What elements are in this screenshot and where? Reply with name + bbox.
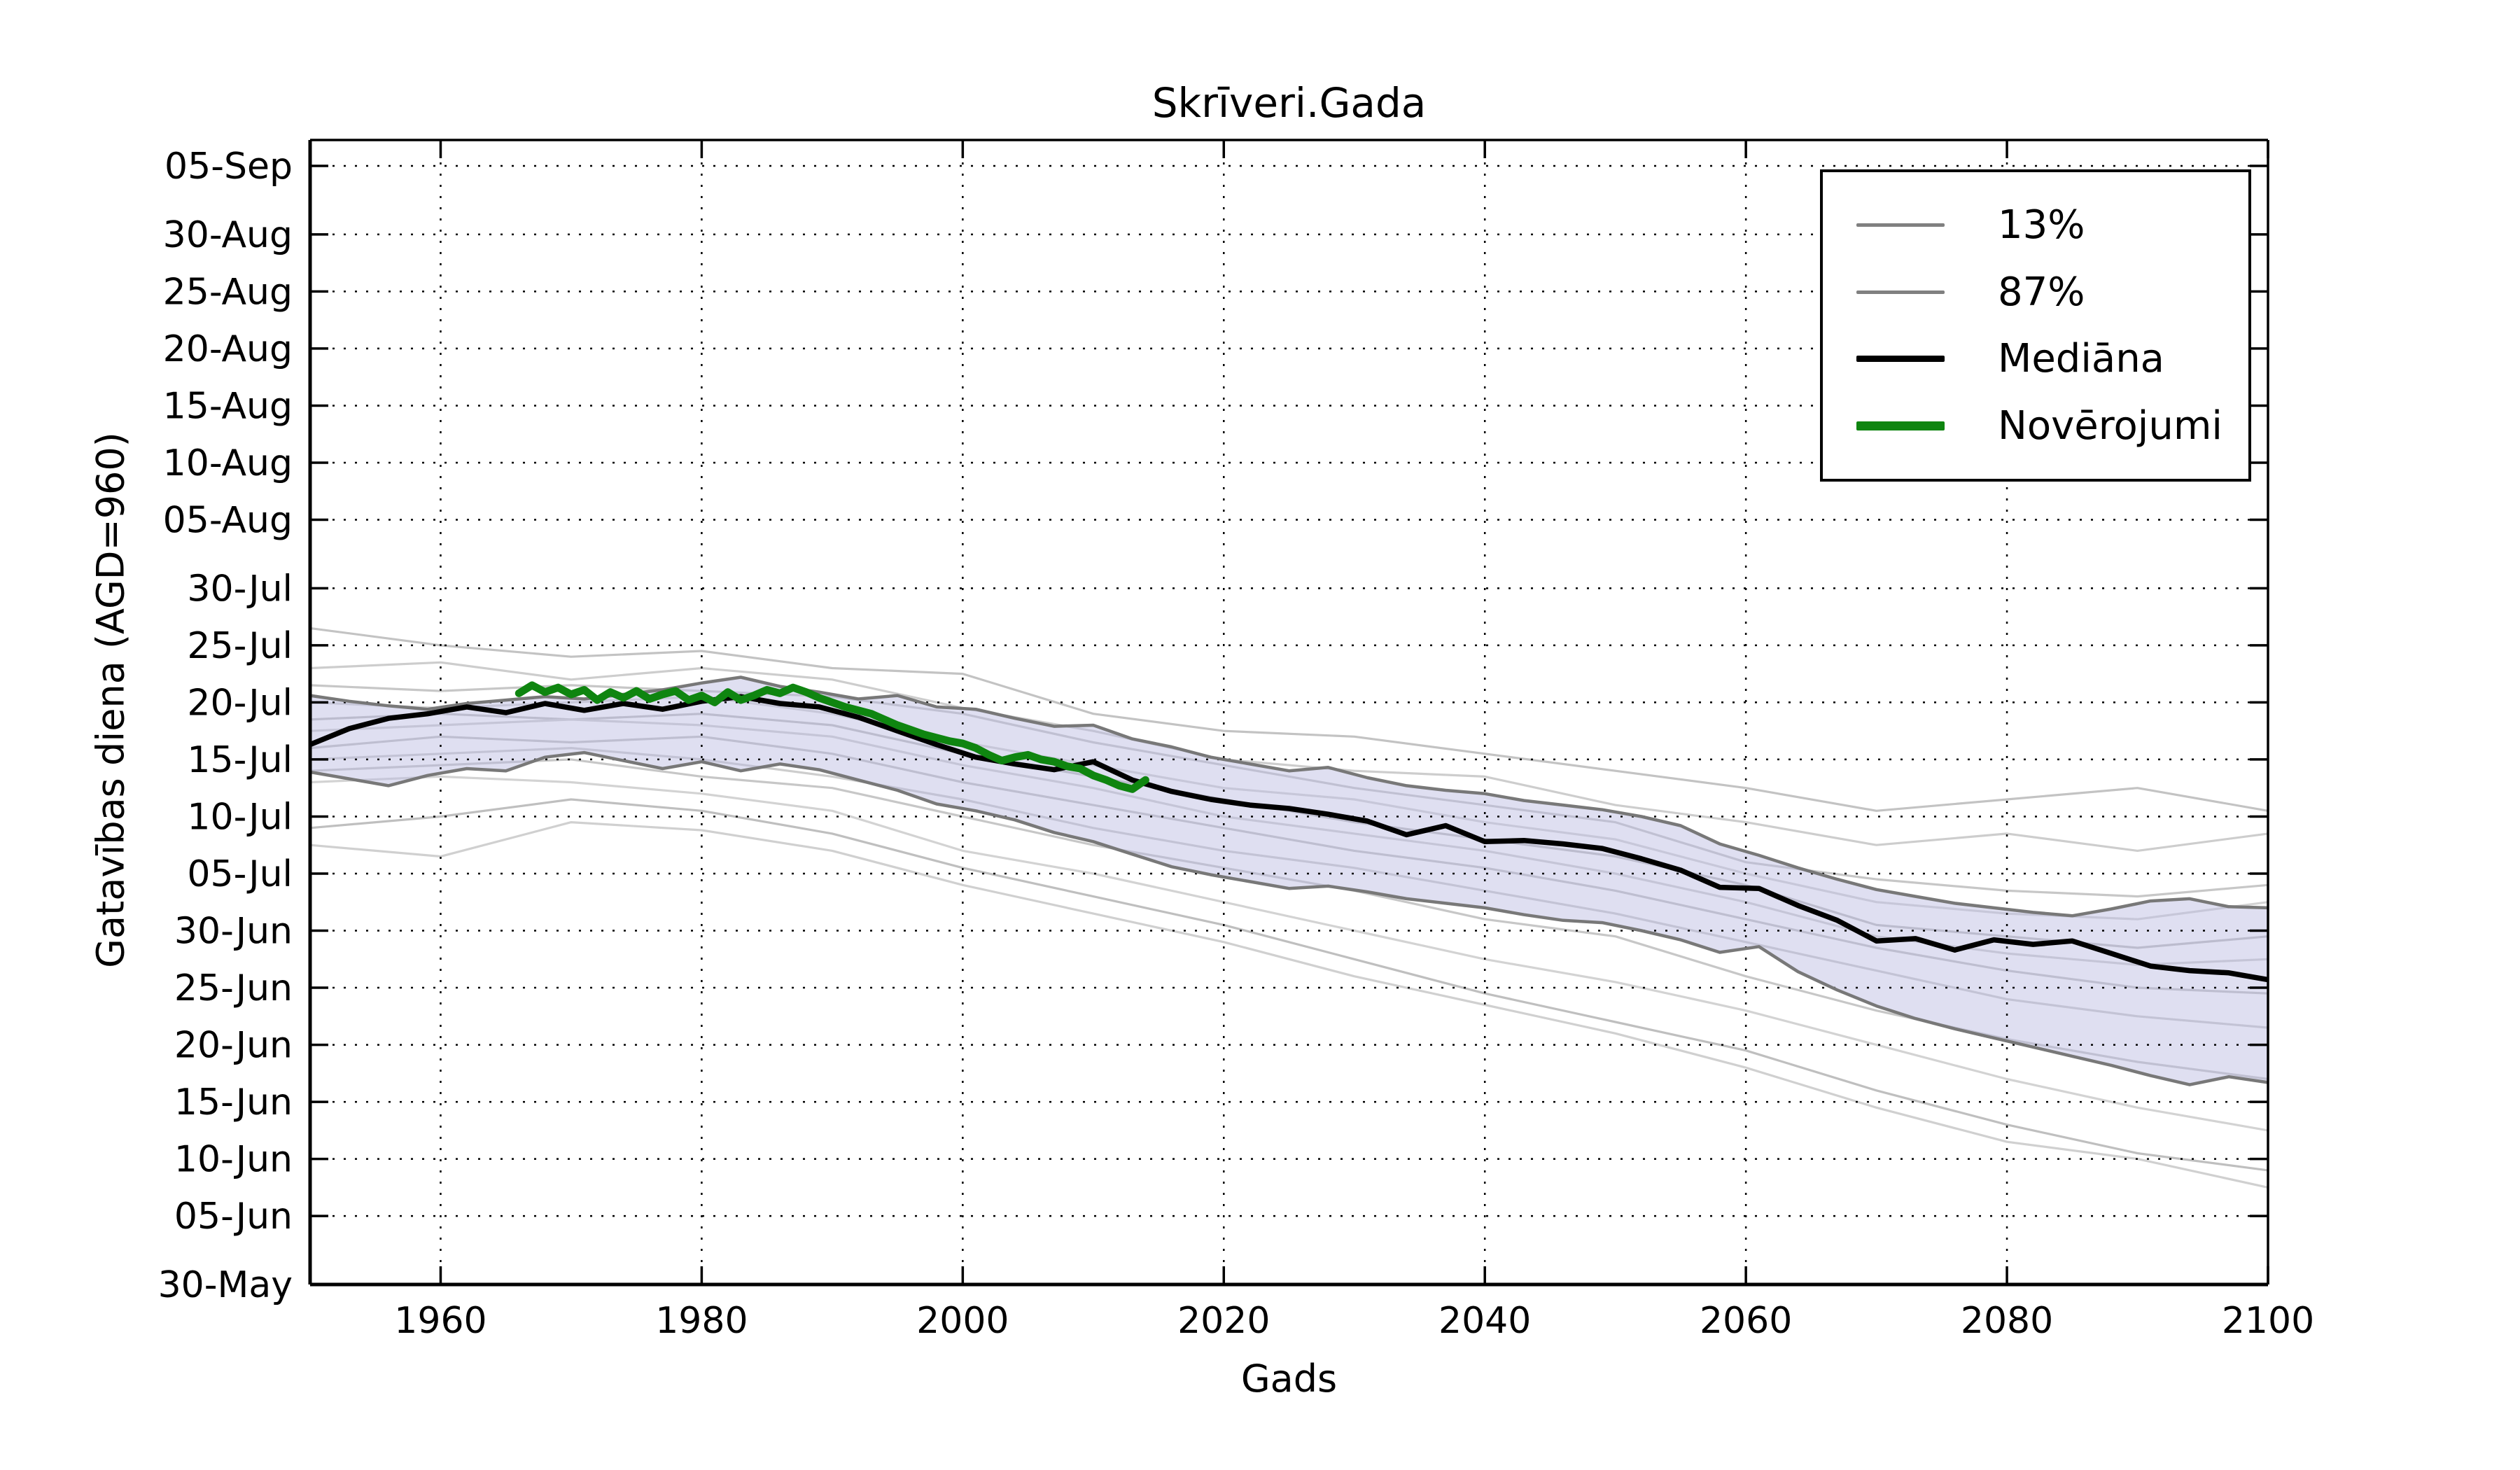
y-tick-label: 15-Jun: [174, 1082, 293, 1124]
y-tick-label: 30-Jun: [174, 911, 293, 953]
x-tick-label: 2060: [1700, 1300, 1792, 1342]
ensemble-line: [309, 735, 2269, 995]
legend-item-noverojumi: Novērojumi: [1823, 403, 2248, 449]
median-layer: [309, 694, 2269, 983]
obs-layer: [514, 681, 1149, 793]
legend-label: Novērojumi: [1998, 402, 2222, 449]
y-tick-label: 30-Jul: [187, 568, 293, 610]
legend: 13% 87% Mediāna Novērojumi: [1820, 169, 2251, 482]
ensemble-line: [309, 775, 2269, 1132]
x-tick-label: 1980: [655, 1300, 748, 1342]
y-tick-label: 10-Jun: [174, 1139, 293, 1181]
y-tick-label: 15-Jul: [187, 739, 293, 781]
percentile-87-line-sample: [1856, 290, 1945, 294]
x-tick-label: 2040: [1438, 1300, 1531, 1342]
ensemble-line: [309, 798, 2269, 1172]
ensemble-line: [309, 820, 2269, 1189]
legend-item-87: 87%: [1823, 270, 2248, 315]
x-axis-label: Gads: [1240, 1357, 1338, 1401]
y-tick-label: 25-Jun: [174, 967, 293, 1009]
y-tick-label: 05-Jul: [187, 853, 293, 895]
observations-line: [514, 681, 1149, 793]
legend-label: Mediāna: [1998, 336, 2164, 382]
x-tick-label: 2020: [1177, 1300, 1270, 1342]
y-axis-label: Gatavības diena (AGD=960): [88, 432, 133, 968]
grid-layer: [310, 140, 2269, 1284]
percentile-13-line-sample: [1856, 223, 1945, 227]
ensemble-line: [309, 746, 2269, 1029]
x-tick-label: 2100: [2222, 1300, 2314, 1342]
labels-layer: 30-May 05-Jun 10-Jun 15-Jun 20-Jun 25-Jun 30-J…: [158, 146, 2315, 1342]
y-tick-label: 05-Sep: [164, 146, 293, 188]
legend-item-mediana: Mediāna: [1823, 336, 2248, 382]
ensemble-line: [309, 695, 2269, 920]
x-tick-label: 1960: [394, 1300, 486, 1342]
ensemble-line: [309, 626, 2269, 812]
observations-line-sample: [1856, 421, 1945, 430]
legend-item-13: 13%: [1823, 202, 2248, 248]
median-line-sample: [1856, 356, 1945, 363]
chart-title: Skrīveri.Gada: [1152, 79, 1427, 127]
y-tick-label: 25-Jul: [187, 625, 293, 667]
x-tick-label: 2080: [1961, 1300, 2053, 1342]
y-tick-label: 10-Jul: [187, 796, 293, 838]
y-tick-label: 30-May: [158, 1264, 293, 1306]
y-tick-label: 25-Aug: [163, 271, 293, 313]
band-layer: [310, 677, 2268, 1085]
y-tick-label: 05-Jun: [174, 1196, 293, 1238]
x-tick-label: 2000: [916, 1300, 1009, 1342]
axes-layer: [308, 139, 2269, 1287]
y-tick-label: 05-Aug: [163, 499, 293, 541]
y-tick-label: 20-Jun: [174, 1025, 293, 1067]
median-line: [309, 694, 2269, 983]
y-tick-label: 15-Aug: [163, 385, 293, 427]
percentile-line: [309, 750, 2269, 1086]
legend-label: 87%: [1998, 269, 2085, 315]
y-tick-label: 30-Aug: [163, 214, 293, 256]
legend-label: 13%: [1998, 202, 2085, 248]
uncertainty-band: [310, 677, 2268, 1085]
y-tick-label: 10-Aug: [163, 442, 293, 484]
y-tick-label: 20-Jul: [187, 682, 293, 724]
y-tick-label: 20-Aug: [163, 328, 293, 370]
ensemble-line: [309, 661, 2269, 853]
